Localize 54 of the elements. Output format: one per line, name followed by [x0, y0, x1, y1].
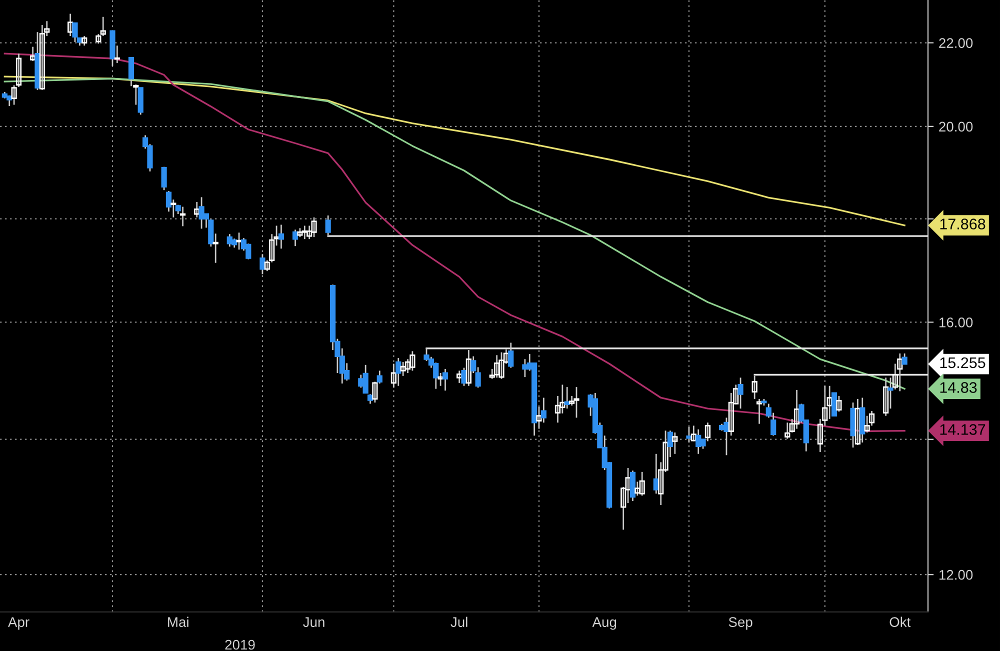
candlestick [133, 84, 139, 106]
annotation: 15.255 [940, 357, 986, 368]
y-tick-label: 16.00 [939, 318, 973, 328]
candlestick [564, 386, 570, 410]
candlestick [260, 253, 266, 275]
candlestick [212, 232, 218, 264]
x-axis-title: 2019 [225, 640, 255, 650]
candlestick [128, 56, 134, 87]
candlestick [325, 214, 331, 236]
y-tick-label: 22.00 [939, 38, 973, 48]
x-tick-label: Okt [890, 616, 911, 628]
candlestick [508, 342, 514, 368]
x-tick-label: Mai [168, 616, 188, 628]
candlestick [466, 349, 472, 387]
candlestick [756, 398, 762, 425]
candlestick [30, 46, 36, 62]
candlestick [854, 398, 860, 446]
line-series [4, 76, 906, 226]
candlestick [292, 228, 298, 247]
candlestick [376, 370, 382, 384]
candlestick [68, 13, 74, 37]
candlestick [236, 232, 242, 250]
candlestick [456, 370, 462, 384]
candlestick [794, 389, 800, 430]
candlestick [82, 35, 88, 46]
y-tick-label: 12.00 [939, 570, 973, 580]
candlestick [114, 44, 120, 64]
candlestick [194, 201, 200, 218]
candlestick [831, 392, 838, 417]
candlestick [396, 357, 402, 387]
candlestick [883, 376, 889, 417]
candlestick [442, 368, 448, 392]
candlestick [686, 426, 692, 444]
candlestick [161, 166, 167, 191]
candlestick [752, 375, 758, 400]
candlestick [180, 206, 186, 227]
candlestick [672, 432, 678, 455]
candlestick [738, 376, 744, 410]
x-tick-label: Apr [8, 617, 30, 630]
candlestick [522, 358, 528, 378]
candlestick [170, 198, 176, 218]
candlestick [461, 367, 467, 387]
candlestick [704, 422, 711, 442]
x-tick-label: Sep [728, 617, 752, 630]
annotation: 14.137 [940, 424, 986, 435]
annotation: 17.868 [940, 218, 986, 230]
candlestick [278, 224, 284, 250]
annotation: 14.83 [940, 382, 977, 393]
line-series [4, 78, 906, 390]
candlestick [836, 395, 842, 412]
x-tick-label: Jul [450, 616, 468, 628]
x-tick-label: Aug [592, 617, 616, 630]
x-tick-label: Jun [303, 617, 324, 628]
y-tick-label: 20.00 [939, 122, 973, 132]
